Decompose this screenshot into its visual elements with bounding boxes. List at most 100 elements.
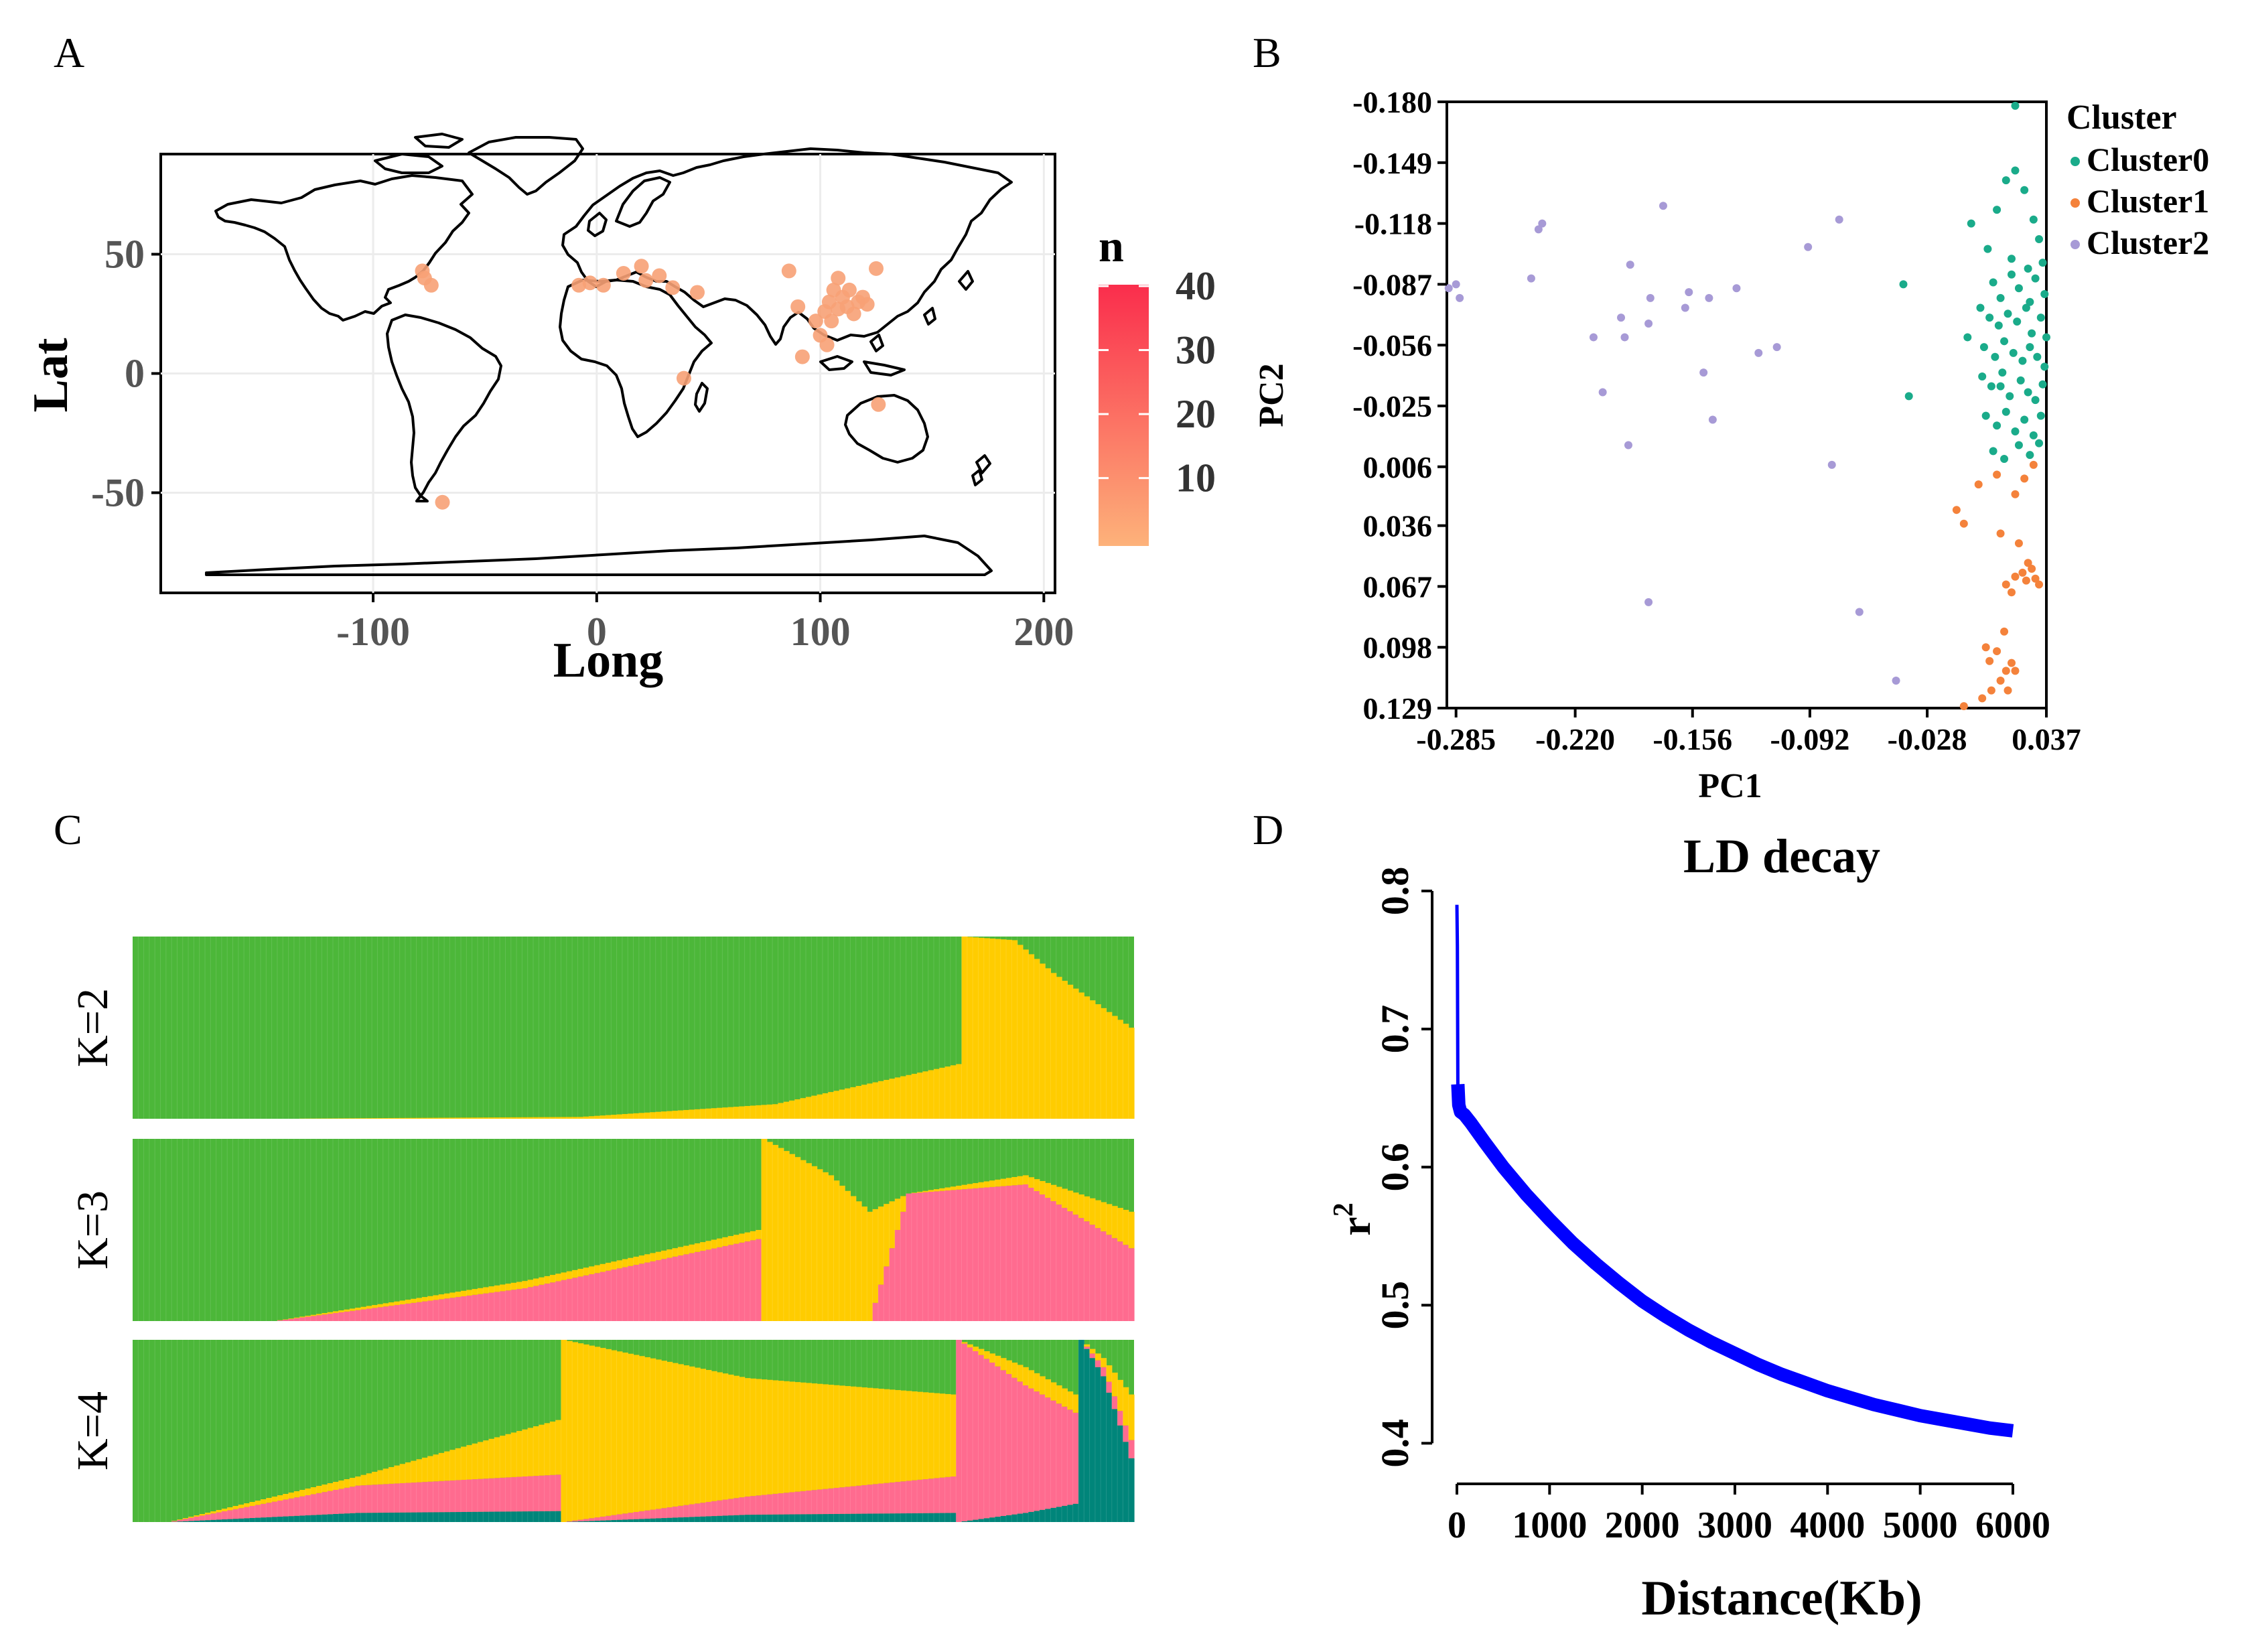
admixture-bar-segment [978, 1182, 985, 1188]
admixture-bar-segment [1078, 1218, 1084, 1321]
admixture-bar-segment [333, 1311, 339, 1314]
pca-point-cluster0 [2036, 411, 2045, 420]
admixture-bar-segment [449, 1117, 456, 1119]
admixture-bar-segment [789, 1381, 795, 1493]
admixture-bar-segment [510, 1432, 517, 1477]
admixture-bar-segment [305, 1316, 311, 1321]
greenland-outline [468, 136, 584, 196]
admixture-bar-segment [338, 1489, 345, 1514]
admixture-bar-segment [850, 1196, 857, 1321]
admixture-bar-segment [638, 1255, 645, 1264]
pca-point-cluster0 [1981, 411, 1990, 420]
admixture-bar-segment [911, 1480, 918, 1513]
admixture-bar-segment [349, 1118, 356, 1119]
admixture-bar-segment [333, 1482, 339, 1490]
admixture-bar-segment [293, 1491, 300, 1498]
admixture-bar-segment [1011, 1176, 1018, 1186]
admixture-bar-segment [628, 1265, 634, 1321]
admixture-bar-segment [555, 1420, 562, 1475]
admixture-bar-segment [533, 1426, 539, 1476]
admixture-bar-segment [477, 1117, 484, 1119]
pca-point-cluster1 [1985, 657, 1994, 665]
pca-legend-label: Cluster2 [2087, 224, 2209, 261]
map-sample-point [634, 259, 649, 274]
admixture-bar-segment [1117, 1425, 1123, 1522]
admixture-bar-segment [1045, 1182, 1052, 1198]
admixture-bar-segment [405, 1117, 411, 1119]
admixture-bar-segment [494, 1292, 500, 1321]
panel-d-ld-decay: D LD decay 0.4 0.5 0.6 0.7 0.8 0 1000 2000 3000… [1253, 806, 2050, 1626]
admixture-bar-segment [705, 1370, 712, 1502]
admixture-bar-segment [783, 1493, 790, 1515]
admixture-bar-segment [238, 1508, 244, 1519]
admixture-bar-segment [1072, 1192, 1079, 1215]
admixture-bar-segment [566, 1340, 573, 1521]
pca-point-cluster1 [1974, 480, 1983, 489]
admixture-bar-segment [555, 1117, 562, 1119]
admixture-bar-segment [772, 1380, 779, 1494]
admixture-bar-segment [638, 1519, 645, 1522]
admixture-bar-segment [288, 1318, 295, 1321]
pca-point-cluster0 [2011, 427, 2020, 436]
admixture-bar-segment [1039, 1180, 1046, 1195]
admixture-bar-segment [694, 1367, 701, 1504]
admixture-bar-segment [756, 1379, 762, 1496]
south-america-outline [386, 314, 502, 502]
admixture-bar-segment [322, 1485, 328, 1493]
admixture-bar-segment [522, 1288, 529, 1321]
admixture-bar-segment [394, 1301, 401, 1306]
admixture-bar-segment [983, 1359, 990, 1519]
admixture-bar-segment [744, 1378, 751, 1497]
admixture-bar-segment [333, 1118, 339, 1119]
admixture-bar-segment [544, 1511, 551, 1522]
admixture-bar-segment [483, 1511, 490, 1522]
admixture-bar-segment [466, 1117, 473, 1119]
admixture-bar-segment [344, 1513, 350, 1522]
admixture-bar-segment [338, 1310, 345, 1312]
admixture-bar-segment [416, 1298, 423, 1302]
admixture-bar-segment [717, 1247, 723, 1321]
admixture-bar-segment [934, 1393, 940, 1478]
admixture-bar-segment [817, 1169, 823, 1321]
pca-point-cluster1 [1993, 470, 2001, 479]
pca-x-tick-label: -0.092 [1770, 722, 1850, 756]
admixture-bar-segment [455, 1297, 462, 1321]
admixture-bar-segment [594, 1265, 601, 1274]
pca-point-cluster0 [1993, 421, 2001, 430]
admixture-bar-segment [483, 1117, 490, 1119]
admixture-bar-segment [589, 1116, 595, 1119]
admixture-bar-segment [616, 1514, 623, 1520]
admixture-bar-segment [739, 1497, 746, 1515]
admixture-bar-segment [861, 1513, 867, 1522]
admixture-bar-segment [828, 1514, 835, 1522]
admixture-bar-segment [672, 1506, 679, 1518]
admixture-bar-segment [922, 1190, 929, 1192]
admixture-bar-segment [828, 1488, 835, 1515]
pca-x-ticks: -0.285 -0.220 -0.156 -0.092 -0.028 0.037 [1416, 708, 2081, 756]
admixture-bar-segment [544, 1117, 551, 1119]
admixture-bar-segment [399, 1117, 406, 1119]
admixture-bar-segment [967, 1188, 973, 1321]
admixture-bar-segment [638, 1263, 645, 1321]
admixture-bar-segment [1089, 1349, 1096, 1354]
admixture-bar-segment [633, 1355, 640, 1512]
admixture-bar-segment [1005, 1515, 1012, 1522]
pca-point-cluster2 [1754, 348, 1763, 357]
admixture-bar-segment [644, 1254, 651, 1263]
admixture-bar-segment [600, 1348, 606, 1517]
admixture-bar-segment [683, 1505, 690, 1517]
admixture-bar-segment [1005, 1360, 1012, 1374]
admixture-bar-segment [1062, 1505, 1068, 1522]
admixture-bar-segment [694, 1517, 701, 1522]
admixture-bar-segment [845, 1088, 851, 1119]
admixture-bar-segment [1128, 1394, 1135, 1440]
admixture-bar-segment [805, 1491, 812, 1515]
admixture-bar-segment [638, 1356, 645, 1511]
admixture-bar-segment [978, 1188, 985, 1321]
admixture-bar-segment [1095, 1200, 1101, 1229]
admixture-bar-segment [989, 1517, 995, 1522]
admixture-bar-segment [661, 1361, 667, 1509]
ld-x-axis-label: Distance(Kb) [1641, 1571, 1922, 1626]
admixture-bar-segment [293, 1515, 300, 1522]
admixture-bar-segment [967, 1344, 973, 1348]
